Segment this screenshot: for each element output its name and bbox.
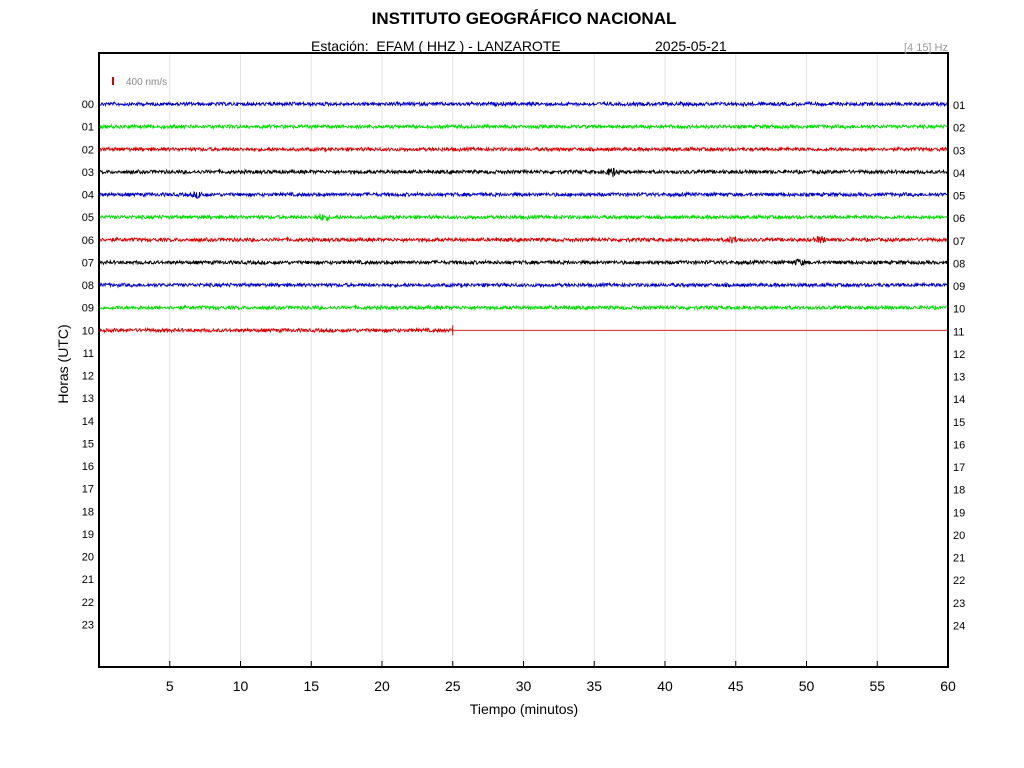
trace-hour-01 [98, 123, 949, 131]
left-hour-label-08: 08 [82, 280, 94, 292]
left-hour-label-17: 17 [82, 484, 94, 496]
trace-hour-04 [98, 190, 949, 200]
trace-hour-08 [98, 281, 949, 289]
right-hour-label-06: 06 [953, 213, 965, 225]
right-hour-label-14: 14 [953, 394, 965, 406]
left-hour-label-05: 05 [82, 212, 94, 224]
left-hour-label-18: 18 [82, 506, 94, 518]
left-hour-label-16: 16 [82, 461, 94, 473]
x-tick-label-40: 40 [657, 678, 673, 694]
left-hour-label-10: 10 [82, 325, 94, 337]
right-hour-label-04: 04 [953, 168, 965, 180]
left-hour-label-01: 01 [82, 122, 94, 134]
right-hour-label-11: 11 [953, 326, 964, 338]
right-hour-label-23: 23 [953, 598, 965, 610]
trace-hour-07 [98, 258, 949, 267]
right-hour-label-07: 07 [953, 236, 965, 248]
left-hour-label-19: 19 [82, 529, 94, 541]
filter-band-label: [4 15] Hz [903, 42, 948, 54]
right-hour-label-22: 22 [953, 575, 965, 587]
x-tick-label-20: 20 [374, 678, 390, 694]
right-hour-label-16: 16 [953, 439, 965, 451]
right-hour-label-05: 05 [953, 191, 965, 203]
right-hour-label-18: 18 [953, 485, 965, 497]
date-label: 2025-05-21 [655, 38, 727, 54]
trace-hour-05 [98, 213, 949, 223]
trace-hour-06 [98, 235, 949, 244]
left-hour-label-03: 03 [82, 167, 94, 179]
left-hour-label-04: 04 [82, 190, 94, 202]
right-hour-label-10: 10 [953, 304, 965, 316]
label-group: 5 10 15 20 25 30 35 40 45 50 55 60 00 01 02 03 04 05 06 07 0… [82, 99, 966, 694]
trace-hour-03 [98, 167, 949, 178]
right-hour-label-13: 13 [953, 372, 965, 384]
left-hour-label-09: 09 [82, 303, 94, 315]
x-tick-label-35: 35 [586, 678, 602, 694]
left-hour-label-21: 21 [82, 574, 94, 586]
trace-hour-10 [98, 326, 453, 334]
x-tick-label-30: 30 [516, 678, 532, 694]
left-hour-label-02: 02 [82, 144, 94, 156]
x-tick-label-25: 25 [445, 678, 461, 694]
station-label: Estación: EFAM ( HHZ ) - LANZAROTE [311, 38, 561, 54]
trace-hour-02 [98, 145, 949, 153]
right-hour-label-02: 02 [953, 123, 965, 135]
right-hour-label-09: 09 [953, 281, 965, 293]
x-tick-label-10: 10 [233, 678, 249, 694]
scale-label: 400 nm/s [126, 77, 167, 88]
x-tick-label-55: 55 [869, 678, 885, 694]
y-axis-label: Horas (UTC) [55, 324, 71, 403]
right-hour-label-12: 12 [953, 349, 965, 361]
left-hour-label-11: 11 [83, 348, 94, 360]
left-hour-label-12: 12 [82, 371, 94, 383]
right-hour-label-17: 17 [953, 462, 965, 474]
left-hour-label-23: 23 [82, 619, 94, 631]
x-tick-label-5: 5 [166, 678, 174, 694]
left-hour-label-15: 15 [82, 438, 94, 450]
left-hour-label-14: 14 [82, 416, 94, 428]
trace-group [98, 100, 949, 336]
x-axis-label: Tiempo (minutos) [470, 701, 578, 717]
right-hour-label-20: 20 [953, 530, 965, 542]
trace-hour-09 [98, 303, 949, 312]
x-tick-label-60: 60 [940, 678, 956, 694]
right-hour-label-01: 01 [953, 100, 965, 112]
page-title: INSTITUTO GEOGRÁFICO NACIONAL [371, 9, 677, 28]
grid-lines [169, 53, 878, 667]
left-hour-label-22: 22 [82, 597, 94, 609]
right-hour-label-24: 24 [953, 620, 965, 632]
right-hour-label-15: 15 [953, 417, 965, 429]
left-hour-label-07: 07 [82, 257, 94, 269]
left-hour-label-06: 06 [82, 235, 94, 247]
trace-hour-00 [98, 100, 949, 108]
x-tick-label-50: 50 [799, 678, 815, 694]
left-hour-label-13: 13 [82, 393, 94, 405]
right-hour-label-19: 19 [953, 507, 965, 519]
scale-marker: 400 nm/s [112, 77, 167, 88]
x-tick-label-45: 45 [728, 678, 744, 694]
left-hour-label-00: 00 [82, 99, 94, 111]
plot-frame [98, 52, 949, 668]
left-hour-label-20: 20 [82, 552, 94, 564]
x-tick-label-15: 15 [303, 678, 319, 694]
right-hour-label-03: 03 [953, 145, 965, 157]
right-hour-label-21: 21 [953, 553, 965, 565]
right-hour-label-08: 08 [953, 258, 965, 270]
scale-bar [112, 77, 114, 85]
